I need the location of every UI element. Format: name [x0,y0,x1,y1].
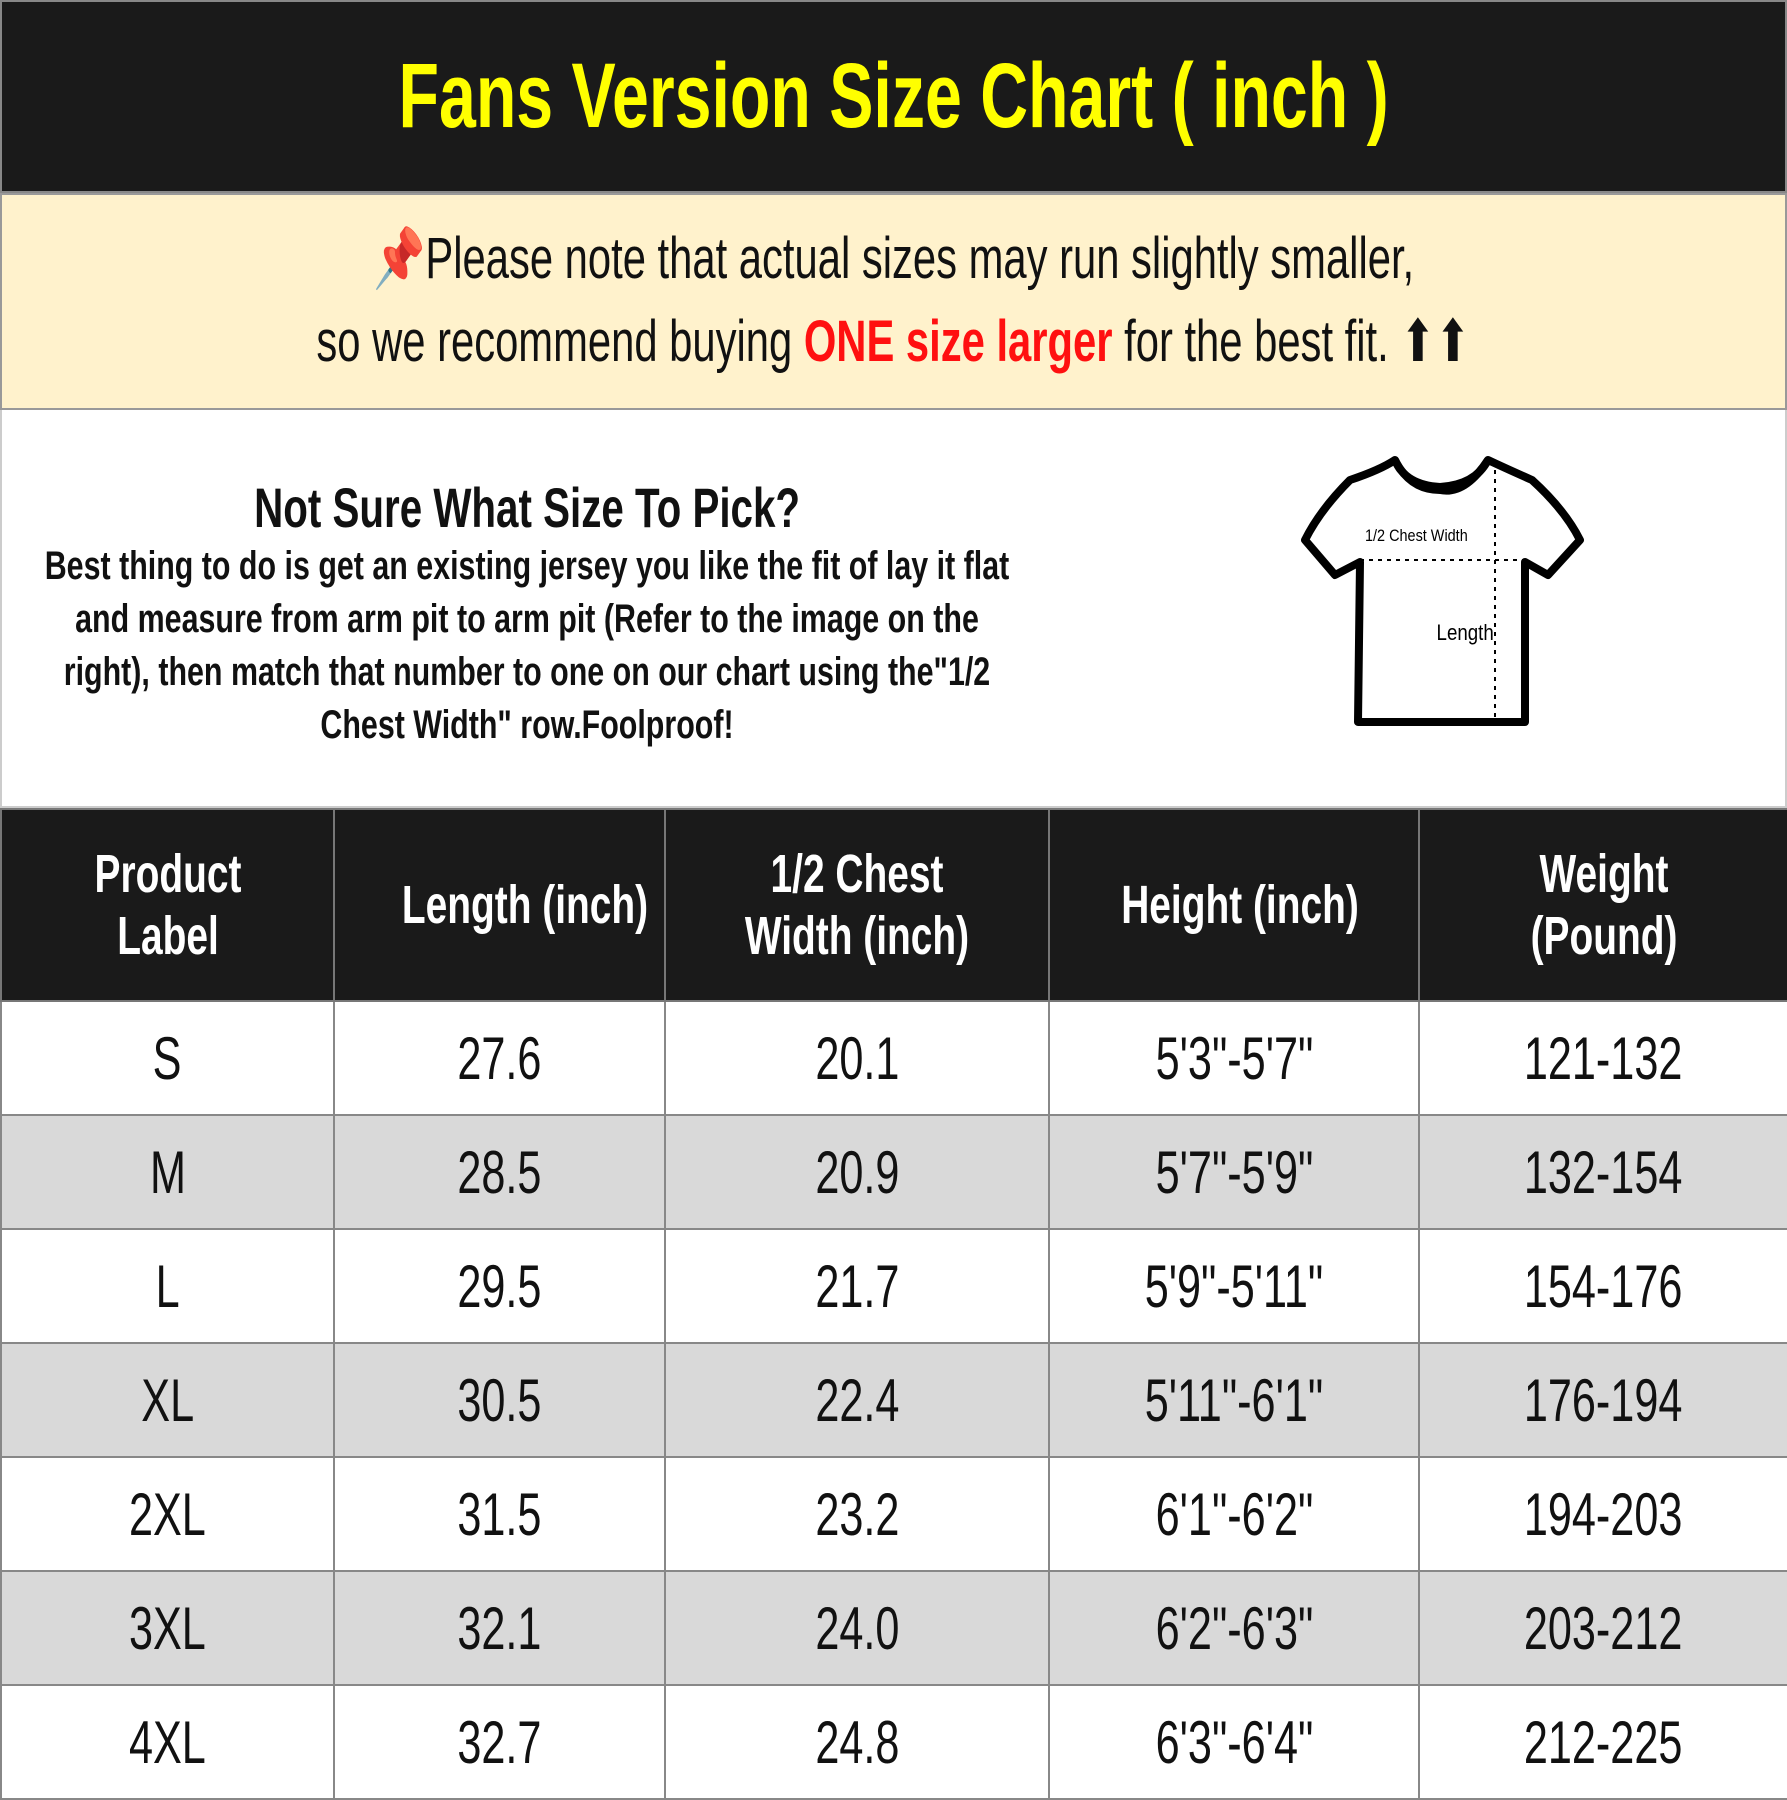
notice-banner: 📌Please note that actual sizes may run s… [0,193,1787,410]
table-cell: 154-176 [1418,1228,1787,1344]
table-cell: 6'2"-6'3" [1048,1570,1420,1686]
table-cell: 203-212 [1418,1570,1787,1686]
column-header: 1/2 Chest Width (inch) [664,808,1050,1002]
table-cell: 3XL [0,1570,335,1686]
help-heading: Not Sure What Size To Pick? [254,476,800,539]
size-help-section: Not Sure What Size To Pick? Best thing t… [0,410,1787,808]
table-row: S 27.6 20.1 5'3"-5'7" 121-132 [0,1000,1787,1116]
table-cell: 21.7 [664,1228,1050,1344]
table-cell: 5'11"-6'1" [1048,1342,1420,1458]
table-cell: 20.9 [664,1114,1050,1230]
table-cell: M [0,1114,335,1230]
notice-line-1: Please note that actual sizes may run sl… [425,226,1414,291]
table-cell: 28.5 [333,1114,666,1230]
table-row: 3XL 32.1 24.0 6'2"-6'3" 203-212 [0,1570,1787,1686]
table-cell: 4XL [0,1684,335,1800]
page-title: Fans Version Size Chart ( inch ) [0,0,1787,193]
table-cell: 176-194 [1418,1342,1787,1458]
notice-line-2: so we recommend buying ONE size larger f… [316,309,1471,374]
table-row: L 29.5 21.7 5'9"-5'11" 154-176 [0,1228,1787,1344]
table-cell: 29.5 [333,1228,666,1344]
length-label: Length [1437,622,1494,646]
table-cell: 30.5 [333,1342,666,1458]
column-header: Product Label [0,808,335,1002]
table-cell: 20.1 [664,1000,1050,1116]
table-cell: 23.2 [664,1456,1050,1572]
table-row: XL 30.5 22.4 5'11"-6'1" 176-194 [0,1342,1787,1458]
table-cell: 194-203 [1418,1456,1787,1572]
table-row: 4XL 32.7 24.8 6'3"-6'4" 212-225 [0,1684,1787,1800]
table-cell: 22.4 [664,1342,1050,1458]
column-header: Length (inch) [333,808,666,1002]
table-cell: 132-154 [1418,1114,1787,1230]
table-cell: 2XL [0,1456,335,1572]
table-row: 2XL 31.5 23.2 6'1"-6'2" 194-203 [0,1456,1787,1572]
table-cell: 212-225 [1418,1684,1787,1800]
column-header: Weight (Pound) [1418,808,1787,1002]
help-body: Best thing to do is get an existing jers… [44,544,1010,747]
tshirt-diagram-icon: 1/2 Chest Width Length [1301,456,1584,726]
table-cell: 32.7 [333,1684,666,1800]
table-cell: L [0,1228,335,1344]
table-cell: 6'3"-6'4" [1048,1684,1420,1800]
table-cell: 24.0 [664,1570,1050,1686]
table-cell: 32.1 [333,1570,666,1686]
table-cell: 24.8 [664,1684,1050,1800]
table-cell: 27.6 [333,1000,666,1116]
table-cell: 6'1"-6'2" [1048,1456,1420,1572]
table-cell: XL [0,1342,335,1458]
table-cell: 5'9"-5'11" [1048,1228,1420,1344]
column-header: Height (inch) [1048,808,1420,1002]
pushpin-icon: 📌 [373,226,426,291]
table-cell: 31.5 [333,1456,666,1572]
table-cell: 5'7"-5'9" [1048,1114,1420,1230]
table-cell: 5'3"-5'7" [1048,1000,1420,1116]
notice-emphasis: ONE size larger [803,309,1113,374]
table-cell: 121-132 [1418,1000,1787,1116]
size-table: Product Label Length (inch) 1/2 Chest Widt… [0,808,1787,1800]
table-row: M 28.5 20.9 5'7"-5'9" 132-154 [0,1114,1787,1230]
chest-width-label: 1/2 Chest Width [1365,527,1468,545]
table-cell: S [0,1000,335,1116]
